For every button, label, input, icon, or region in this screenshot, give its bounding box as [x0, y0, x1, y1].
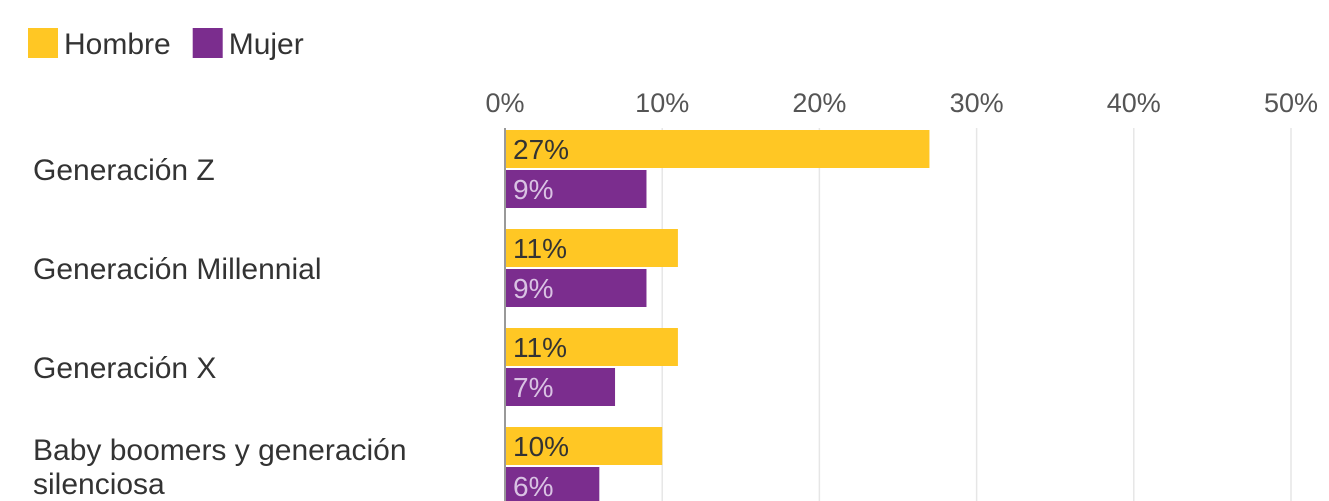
legend-label: Mujer [229, 28, 304, 61]
legend-swatch [192, 28, 223, 58]
bar [505, 269, 647, 307]
category-label: Baby boomers y generación [33, 434, 407, 467]
bar [505, 328, 678, 366]
legend-label: Hombre [64, 28, 171, 61]
data-label: 11% [513, 332, 567, 363]
x-tick-label: 30% [950, 88, 1004, 118]
bar [505, 130, 930, 168]
data-label: 9% [513, 273, 553, 304]
x-tick-label: 40% [1107, 88, 1161, 118]
data-label: 11% [513, 233, 567, 264]
x-tick-label: 0% [485, 88, 524, 118]
category-label: Generación Millennial [33, 253, 322, 286]
data-label: 10% [513, 431, 569, 462]
category-label: Generación X [33, 352, 216, 385]
category-label: silenciosa [33, 468, 165, 501]
bar [505, 229, 678, 267]
data-label: 7% [513, 372, 553, 403]
bar [505, 427, 663, 465]
data-label: 6% [513, 471, 553, 501]
x-tick-label: 10% [635, 88, 689, 118]
data-label: 27% [513, 134, 569, 165]
x-tick-label: 50% [1264, 88, 1318, 118]
bar [505, 170, 647, 208]
bar [505, 467, 600, 501]
x-tick-label: 20% [792, 88, 846, 118]
bar [505, 368, 616, 406]
data-label: 9% [513, 174, 553, 205]
category-label: Generación Z [33, 154, 215, 187]
legend-swatch [28, 28, 58, 58]
